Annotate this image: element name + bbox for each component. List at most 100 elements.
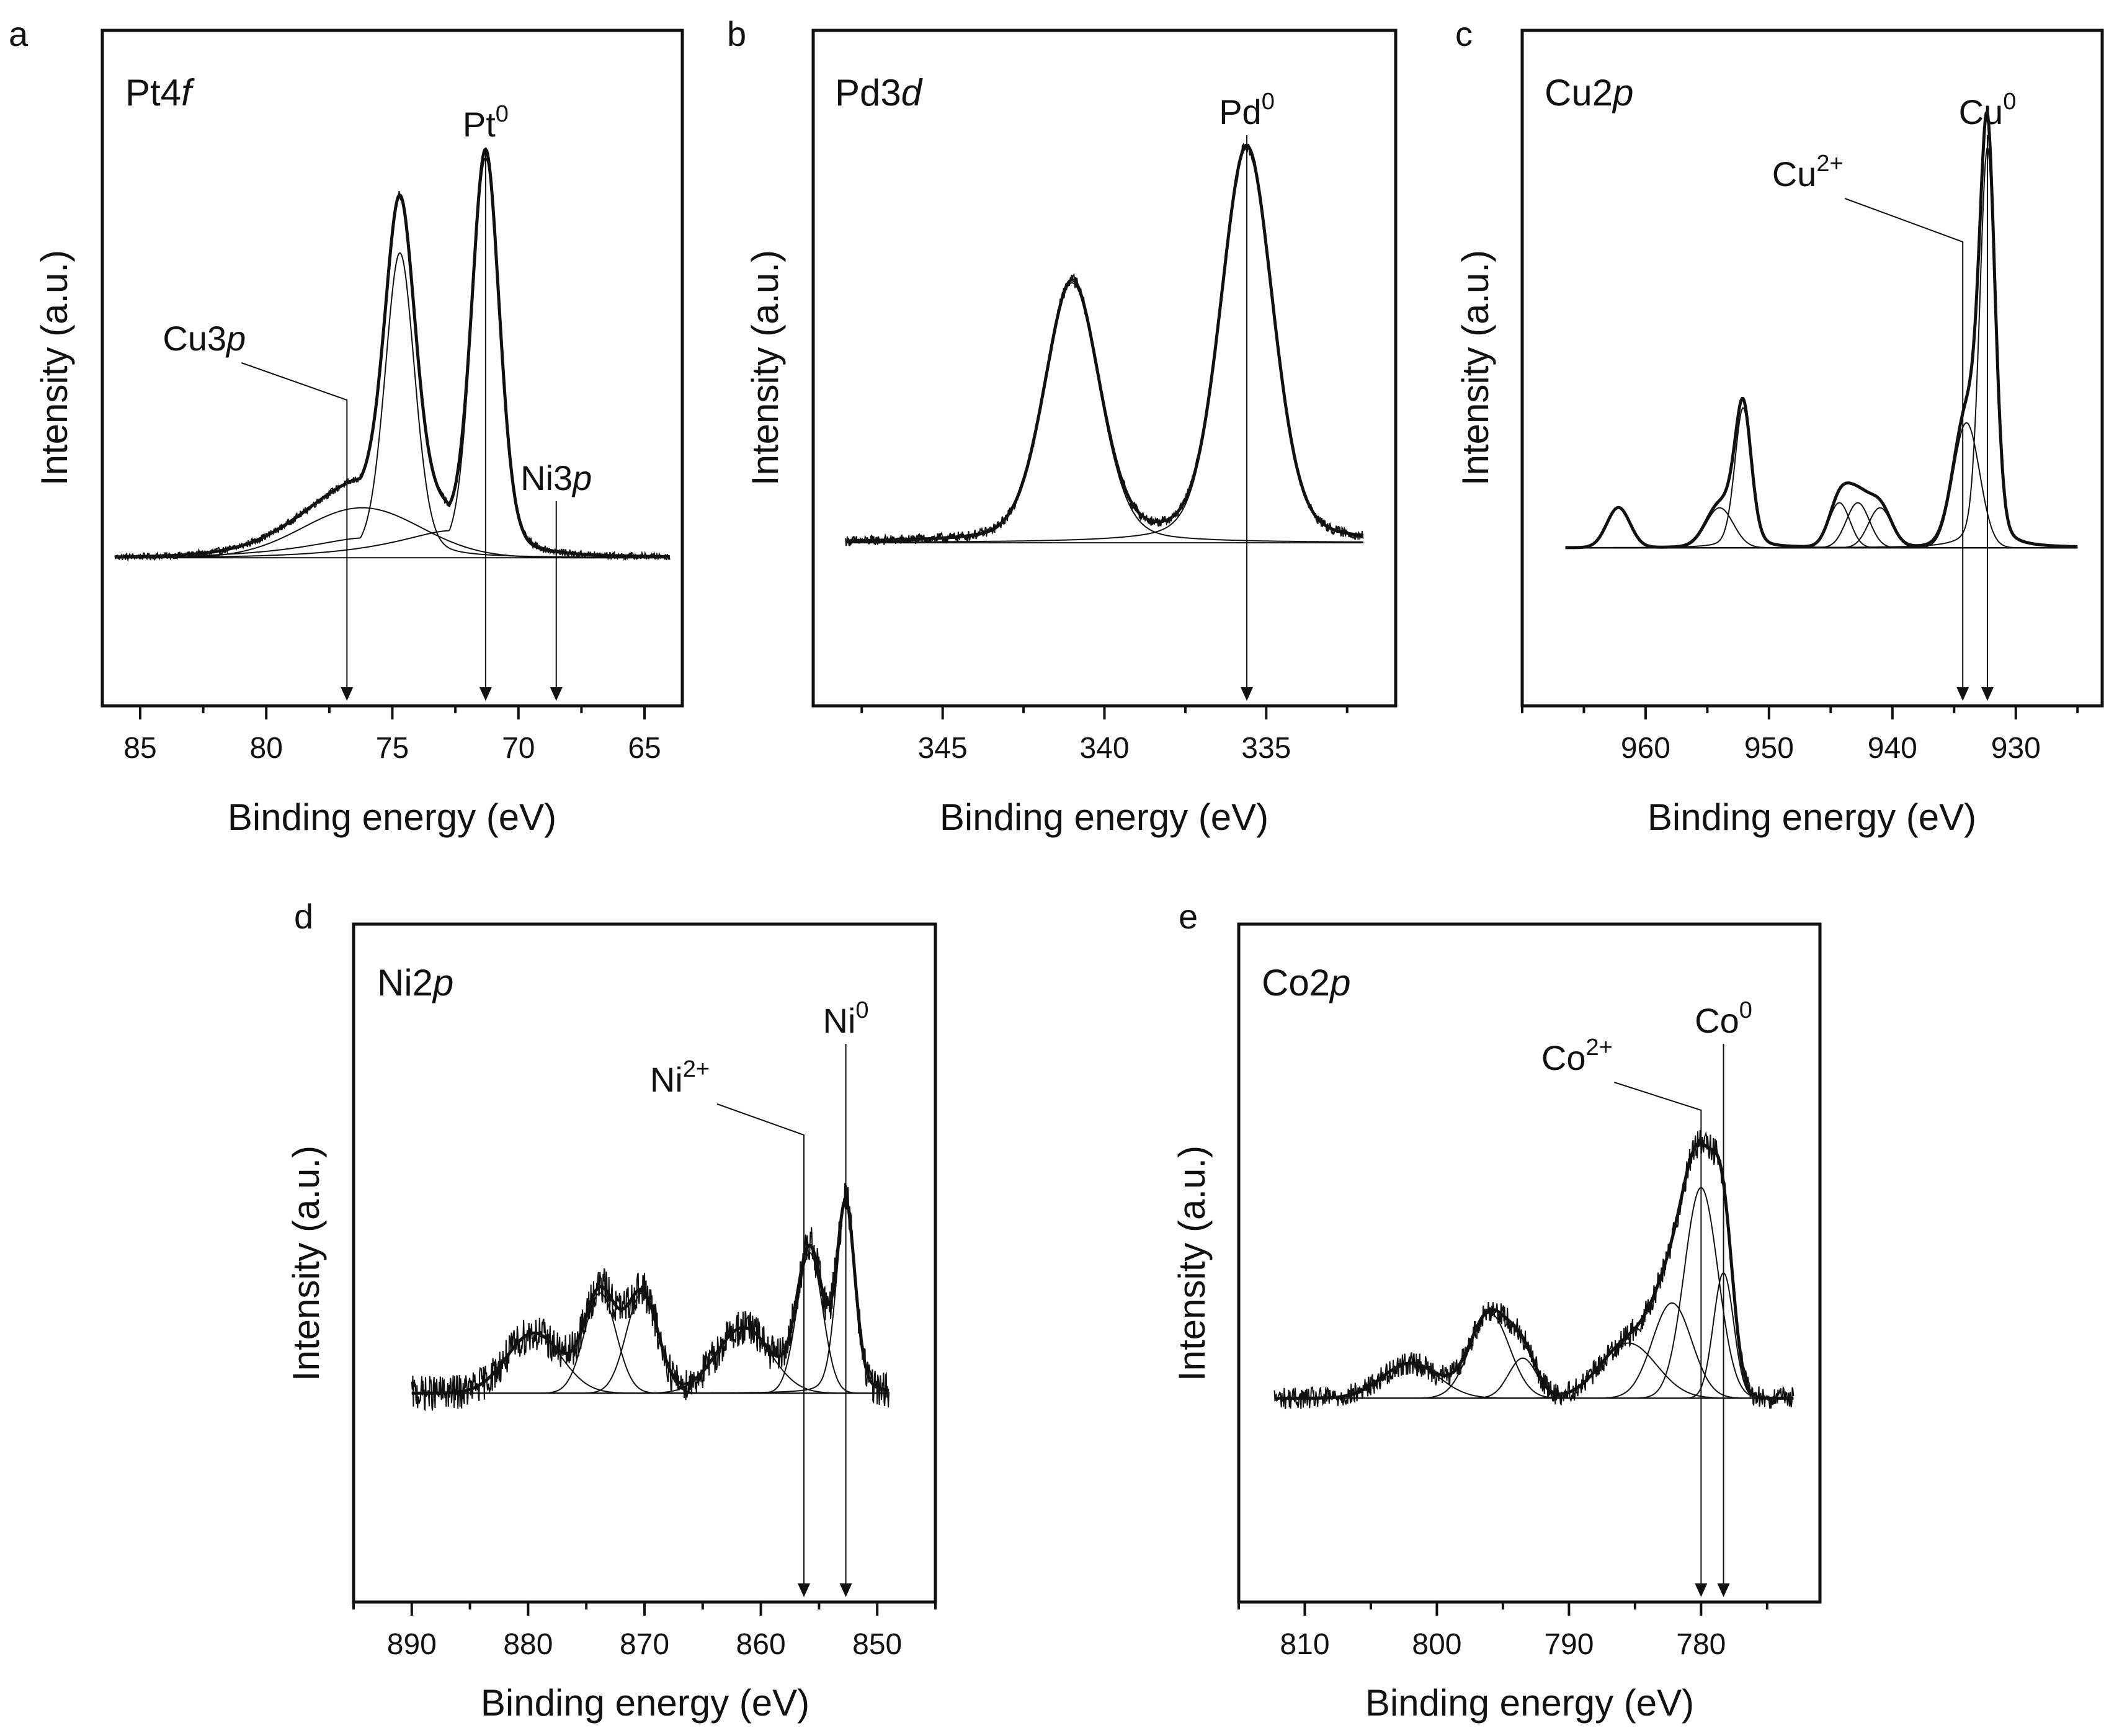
panel-a-ylabel: Intensity (a.u.) — [33, 250, 75, 486]
panel-d-tick-label: 880 — [503, 1628, 553, 1661]
panel-e-tick-label: 780 — [1676, 1628, 1726, 1661]
panel-c-annotation-label: Cu2+ — [1772, 151, 1844, 194]
panel-e-ticks: 810 800 790 780 — [1237, 1602, 1768, 1661]
panel-c-ylabel: Intensity (a.u.) — [1455, 250, 1496, 486]
panel-d-annotation-label: Ni0 — [823, 997, 869, 1040]
panel-d-tick-label: 860 — [736, 1628, 786, 1661]
panel-d-raw-spectrum — [411, 1183, 890, 1412]
arrow-head-icon — [550, 687, 563, 701]
panel-c-tick-label: 960 — [1621, 732, 1670, 765]
panel-b-tick-label: 340 — [1079, 732, 1129, 765]
panel-c-tick-label: 930 — [1991, 732, 2041, 765]
panel-c-letter: c — [1455, 14, 1473, 53]
panel-e-annotation-1: Co2+ — [1541, 1035, 1708, 1597]
arrow-head-icon — [341, 687, 354, 701]
panel-e-envelope — [1274, 1141, 1794, 1400]
panel-b-ylabel: Intensity (a.u.) — [744, 250, 786, 486]
panel-c-tick-label: 940 — [1868, 732, 1917, 765]
panel-a: a 85 80 75 70 65 Pt0 Cu3p Ni3p Pt4f Binding en… — [9, 14, 684, 838]
panel-a-tick-label: 70 — [502, 732, 535, 765]
panel-a-tick-label: 75 — [376, 732, 409, 765]
panel-a-letter: a — [9, 14, 29, 53]
panel-b-annotations: Pd0 — [1219, 89, 1275, 701]
panel-c-annotation-label: Cu0 — [1959, 89, 2017, 131]
panel-d-title: Ni2p — [377, 962, 453, 1004]
panel-c-xlabel: Binding energy (eV) — [1648, 796, 1976, 838]
arrow-head-icon — [839, 1583, 852, 1597]
panel-b-envelope — [845, 144, 1364, 543]
panel-d-annotation-label: Ni2+ — [650, 1056, 710, 1099]
panel-e-tick-label: 810 — [1280, 1628, 1329, 1661]
panel-e-annotation-label: Co2+ — [1541, 1035, 1613, 1077]
panel-e-component-5 — [1274, 1312, 1794, 1399]
panel-e-annotations: Co0 Co2+ — [1541, 997, 1752, 1597]
panel-b-xlabel: Binding energy (eV) — [940, 796, 1269, 838]
panel-a-envelope — [115, 147, 670, 559]
arrow-head-icon — [479, 687, 492, 701]
panel-b: b 345 340 335 Pd0 Pd3d Binding energy (eV)… — [727, 14, 1398, 838]
panel-a-ticks: 85 80 75 70 65 — [123, 706, 661, 765]
panel-d-ticks: 890 880 870 860 850 — [352, 1602, 937, 1661]
panel-e-annotation-0: Co0 — [1695, 997, 1752, 1597]
panel-e-peaks — [1273, 1129, 1795, 1410]
arrow-head-icon — [1241, 687, 1254, 701]
arrow-head-icon — [1956, 687, 1969, 701]
panel-d-envelope — [411, 1198, 890, 1395]
panel-c-ticks: 960 950 940 930 — [1521, 706, 2079, 765]
panel-a-component-1 — [115, 252, 670, 558]
panel-d-tick-label: 850 — [852, 1628, 902, 1661]
panel-b-raw-spectrum — [845, 143, 1364, 546]
panel-c-peaks — [1565, 108, 2078, 550]
panel-c-annotation-1: Cu2+ — [1772, 151, 1969, 701]
panel-d-ylabel: Intensity (a.u.) — [285, 1146, 327, 1381]
panel-a-annotation-label: Cu3p — [163, 319, 246, 358]
panel-a-annotation-label: Ni3p — [520, 458, 592, 497]
panel-c-annotations: Cu0 Cu2+ — [1772, 89, 2017, 701]
panel-a-annotation-label: Pt0 — [463, 101, 509, 144]
panel-d-annotation-0: Ni0 — [823, 997, 869, 1597]
panel-b-component-0 — [845, 147, 1363, 543]
panel-b-letter: b — [727, 14, 746, 53]
panel-a-annotation-0: Pt0 — [463, 101, 509, 701]
panel-c: c 960 950 940 930 Cu0 Cu2+ Cu2p Binding ener… — [1455, 14, 2104, 838]
panel-b-annotation-label: Pd0 — [1219, 89, 1275, 131]
panel-d-tick-label: 870 — [620, 1628, 669, 1661]
arrow-head-icon — [1695, 1583, 1708, 1597]
panel-e-letter: e — [1179, 897, 1198, 936]
panel-e-component-2 — [1274, 1302, 1794, 1399]
panel-d-peaks — [411, 1183, 890, 1412]
panel-b-tick-label: 335 — [1241, 732, 1291, 765]
panel-c-frame — [1520, 29, 2104, 708]
panel-a-component-2 — [115, 507, 670, 559]
panel-a-annotations: Pt0 Cu3p Ni3p — [163, 101, 592, 701]
panel-a-title: Pt4f — [125, 72, 195, 114]
arrow-head-icon — [1717, 1583, 1730, 1597]
arrow-head-icon — [1981, 687, 1994, 701]
panel-d-letter: d — [294, 897, 313, 936]
panel-c-envelope — [1565, 108, 2078, 550]
panel-a-tick-label: 80 — [250, 732, 283, 765]
panel-d-annotations: Ni0 Ni2+ — [650, 997, 869, 1597]
panel-e: e 810 800 790 780 Co0 Co2+ Co2p Binding ener… — [1171, 897, 1822, 1724]
panel-a-peaks — [114, 147, 671, 563]
panel-e-title: Co2p — [1262, 962, 1350, 1004]
panel-a-tick-label: 65 — [628, 732, 661, 765]
panel-a-tick-label: 85 — [123, 732, 156, 765]
panel-b-peaks — [845, 143, 1364, 546]
arrow-head-icon — [798, 1583, 811, 1597]
panel-a-annotation-1: Cu3p — [163, 319, 354, 701]
panel-d-tick-label: 890 — [387, 1628, 437, 1661]
panel-d-annotation-1: Ni2+ — [650, 1056, 811, 1597]
panel-b-title: Pd3d — [835, 72, 923, 114]
panel-e-xlabel: Binding energy (eV) — [1365, 1682, 1694, 1724]
panel-c-title: Cu2p — [1545, 72, 1633, 114]
panel-c-component-0 — [1565, 148, 2078, 549]
panel-b-tick-label: 345 — [918, 732, 968, 765]
panel-a-xlabel: Binding energy (eV) — [228, 796, 556, 838]
panel-e-tick-label: 790 — [1544, 1628, 1594, 1661]
panel-e-ylabel: Intensity (a.u.) — [1171, 1146, 1213, 1381]
panel-c-annotation-0: Cu0 — [1959, 89, 2017, 701]
panel-e-frame — [1237, 922, 1822, 1604]
panel-b-annotation-0: Pd0 — [1219, 89, 1275, 701]
